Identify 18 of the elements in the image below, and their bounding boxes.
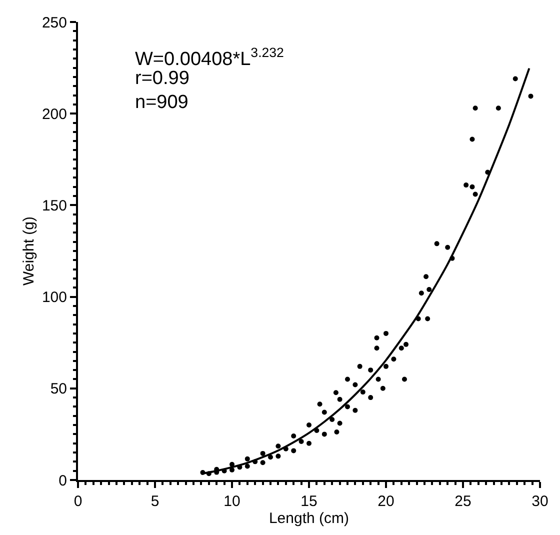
y-tick-label: 50: [50, 380, 67, 398]
x-tick-label: 10: [224, 493, 240, 510]
y-tick-label: 250: [42, 14, 67, 32]
y-axis-title: Weight (g): [20, 216, 38, 286]
annotation: r=0.99: [135, 68, 190, 89]
x-tick-label: 20: [378, 493, 394, 510]
x-tick-label: 15: [300, 493, 318, 510]
y-tick-label: 100: [42, 289, 67, 306]
annotation: W=0.00408*L$^{3.232}$: [135, 45, 284, 70]
x-tick-label: 0: [74, 493, 82, 510]
y-tick-label: 200: [42, 106, 67, 123]
y-tick-label: 0: [58, 472, 67, 490]
x-axis-title: Length (cm): [268, 510, 350, 527]
x-tick-label: 30: [532, 493, 548, 510]
x-tick-label: 5: [150, 493, 160, 510]
x-tick-label: 25: [454, 493, 472, 510]
annotation: n=909: [135, 92, 188, 113]
y-tick-label: 150: [42, 197, 67, 214]
